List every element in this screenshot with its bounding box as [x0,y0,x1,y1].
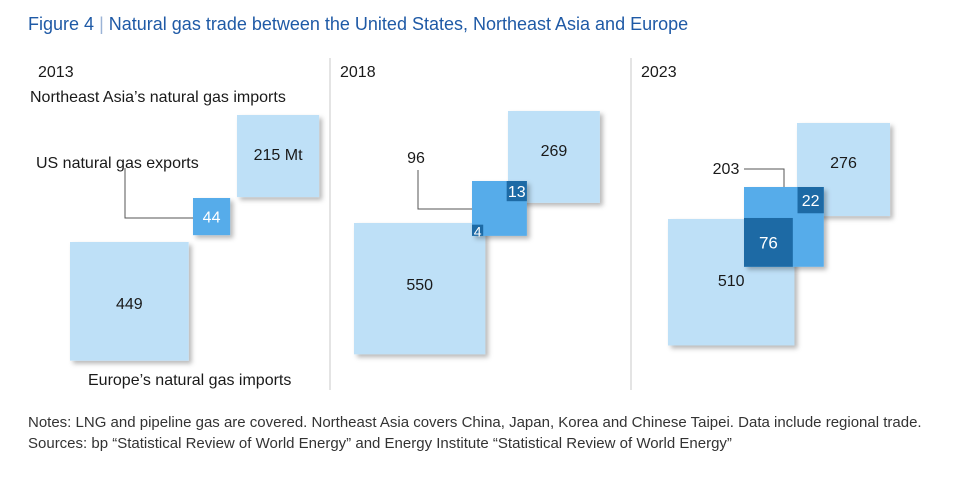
panel-2018-asia-imports-value: 269 [541,143,568,160]
panel-2018-us-to-asia-value: 13 [508,184,526,201]
figure-title: Figure 4 | Natural gas trade between the… [28,14,688,35]
panel-2013-europe-imports-value: 449 [116,296,143,313]
panel-2013-asia-imports-square [237,115,320,198]
title-separator: | [99,14,104,34]
panel-2023-europe-imports-value: 510 [718,273,745,290]
panel-2013-asia-imports-value: 215 Mt [254,147,303,164]
label-europe-imports: Europe’s natural gas imports [88,372,291,389]
panel-2023-us-to-europe-square [744,217,793,267]
panel-2013-year-label: 2013 [38,64,74,81]
panel-2023-us-to-asia-value: 22 [802,193,820,210]
panel-2018-us-to-europe-square [472,224,484,236]
label-us-exports: US natural gas exports [36,155,199,172]
panel-2023-year-label: 2023 [641,64,677,81]
figure-title-text: Natural gas trade between the United Sta… [108,14,689,34]
panel-2018-us-exports-value: 96 [407,150,425,167]
panel-2018-year-label: 2018 [340,64,376,81]
label-asia-imports: Northeast Asia’s natural gas imports [30,89,286,106]
panel-2023-us-to-europe-value: 76 [759,233,778,252]
panel-2013-us-exports-value: 44 [203,210,221,227]
panel-2013-us-exports-square [193,198,231,236]
panel-2013-europe-imports-square [70,242,189,361]
panel-2013-us-connector [124,168,193,219]
notes-block: Notes: LNG and pipeline gas are covered.… [28,412,933,454]
panel-2018-us-to-asia-square [506,181,527,202]
panel-2023-us-connector [744,168,785,187]
notes-text: Notes: LNG and pipeline gas are covered.… [28,414,922,431]
panel-2023-us-to-asia-square [797,187,824,214]
figure-label: Figure 4 [28,14,95,34]
panel-2018-europe-imports-square [354,223,486,355]
panel-2018-us-to-europe-value: 4 [474,223,482,239]
panel-2023-asia-imports-value: 276 [830,155,857,172]
panel-2018-us-connector [417,170,472,210]
panel-2023-us-exports-value: 203 [713,161,740,178]
panel-2018-europe-imports-value: 550 [406,277,433,294]
sources-text: Sources: bp “Statistical Review of World… [28,435,732,452]
gas-trade-chart: 2013 215 Mt 449 44 2018 13 4 269 550 96 2023 22 76 27… [30,58,891,390]
